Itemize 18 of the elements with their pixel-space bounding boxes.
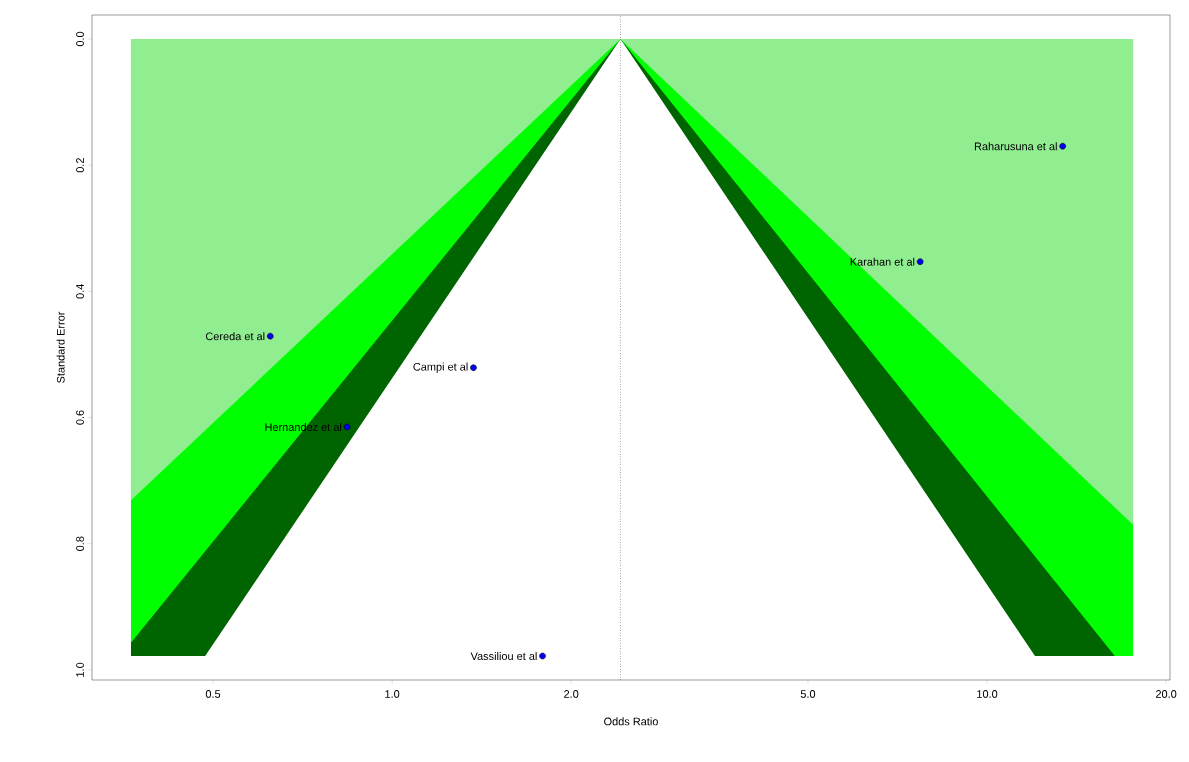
- annotation: Raharusuna et al: [974, 142, 1057, 151]
- y-tick-label: 1.0: [76, 662, 84, 677]
- y-tick-label: 0.6: [76, 410, 84, 425]
- x-tick-label: 10.0: [977, 690, 998, 698]
- x-tick-label: 1.0: [385, 690, 400, 698]
- annotation: Cereda et al: [205, 332, 265, 341]
- y-tick-label: 0.8: [76, 536, 84, 551]
- y-tick-label: 0.4: [76, 284, 84, 299]
- annotation: Campi et al: [413, 362, 468, 373]
- x-axis-title: Odds Ratio: [604, 717, 658, 726]
- y-tick-label: 0.0: [76, 31, 84, 47]
- x-tick-label: 2.0: [564, 690, 579, 698]
- x-tick-label: 0.5: [205, 690, 221, 698]
- y-tick-label: 0.2: [76, 158, 84, 173]
- x-tick-label: 5.0: [800, 690, 816, 698]
- y-axis-title: Standard Error: [56, 311, 65, 383]
- x-tick-label: 20.0: [1156, 690, 1177, 698]
- annotation: Vassiliou et al: [470, 652, 537, 661]
